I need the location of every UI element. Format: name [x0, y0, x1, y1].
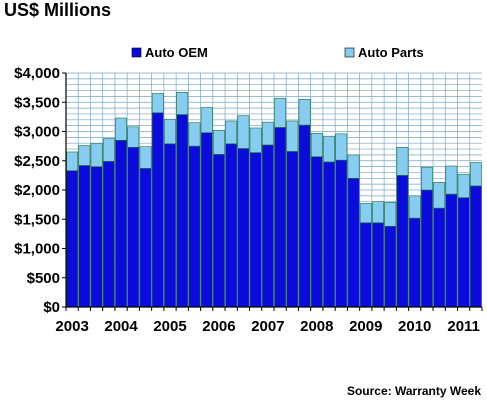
bar-auto-oem [115, 139, 127, 308]
bar-auto-parts [469, 162, 482, 187]
bar-auto-oem [323, 161, 335, 308]
bar-auto-oem [372, 222, 384, 308]
bar-auto-oem [286, 151, 299, 308]
bar-auto-oem [469, 185, 482, 308]
bar-auto-parts [78, 145, 91, 166]
bar-auto-oem [347, 178, 360, 308]
bar-auto-parts [151, 93, 164, 114]
bar-auto-parts [176, 92, 189, 115]
legend-swatch [131, 47, 142, 58]
bar-auto-parts [457, 173, 470, 198]
bar-auto-parts [102, 138, 115, 162]
y-tick-label: $3,000 [14, 124, 60, 141]
bar-auto-oem [457, 197, 470, 308]
bar-auto-parts [384, 201, 397, 227]
bar-auto-parts [225, 120, 238, 145]
bar-auto-parts [298, 99, 311, 126]
bar-auto-oem [335, 159, 348, 308]
bar-auto-parts [249, 127, 262, 153]
bar-auto-oem [78, 165, 91, 308]
bar-auto-oem [213, 154, 225, 308]
legend-label: Auto Parts [358, 45, 424, 60]
bar-auto-oem [225, 143, 238, 308]
bar-auto-parts [335, 133, 348, 161]
x-tick-label: 2009 [349, 318, 382, 335]
bar-auto-parts [347, 154, 360, 179]
x-tick-labels: 2003 2004 2005 2006 2007 2008 2009 2010 2011 [55, 318, 479, 335]
y-tick-label: $3,500 [14, 94, 60, 111]
bar-auto-parts [127, 126, 140, 148]
y-tick-label: $500 [27, 270, 60, 287]
y-tick-label: $1,500 [14, 211, 60, 228]
x-tick-label: 2010 [398, 318, 431, 335]
bar-auto-parts [372, 201, 384, 224]
bars [66, 92, 482, 308]
bar-auto-oem [200, 132, 213, 308]
bar-auto-parts [90, 142, 103, 167]
bar-auto-parts [396, 146, 409, 176]
y-tick-labels: $0 $500 $1,000 $1,500 $2,000 $2,500 $3,000 $3,5… [14, 65, 60, 316]
bar-auto-oem [237, 148, 250, 308]
y-tick-label: $2,500 [14, 153, 60, 170]
bar-auto-oem [90, 166, 103, 308]
bar-auto-parts [164, 118, 176, 145]
bar-auto-oem [102, 161, 115, 308]
x-tick-label: 2004 [104, 318, 138, 335]
bar-auto-oem [433, 207, 446, 308]
bar-auto-parts [261, 121, 274, 146]
y-tick-label: $4,000 [14, 65, 60, 82]
bar-auto-parts [433, 182, 446, 209]
bar-auto-oem [127, 146, 140, 308]
legend-swatch [344, 47, 355, 58]
bar-auto-oem [298, 124, 311, 308]
bar-auto-parts [445, 165, 458, 195]
bar-auto-parts [213, 130, 225, 155]
bar-auto-parts [274, 97, 287, 128]
bar-auto-oem [359, 222, 372, 308]
bar-auto-parts [359, 203, 372, 224]
source-note: Source: Warranty Week [346, 384, 481, 398]
bar-auto-oem [274, 127, 287, 308]
bar-auto-oem [396, 175, 409, 308]
bar-auto-oem [164, 143, 176, 308]
x-tick-label: 2006 [202, 318, 235, 335]
bar-auto-oem [176, 114, 189, 308]
bar-auto-parts [421, 166, 433, 191]
bar-auto-oem [408, 217, 421, 308]
legend: Auto OEM Auto Parts [131, 45, 424, 60]
bar-auto-oem [151, 112, 164, 308]
bar-auto-parts [237, 115, 250, 149]
x-tick-label: 2008 [300, 318, 333, 335]
bar-auto-parts [115, 117, 127, 141]
bar-auto-parts [323, 135, 335, 163]
legend-label: Auto OEM [145, 45, 208, 60]
y-tick-label: $0 [43, 299, 60, 316]
bar-auto-oem [421, 189, 433, 308]
bar-auto-parts [200, 107, 213, 133]
bar-auto-oem [188, 145, 201, 308]
bar-auto-oem [384, 225, 397, 308]
bar-auto-oem [66, 170, 79, 308]
x-tick-label: 2003 [55, 318, 88, 335]
bar-auto-parts [310, 132, 323, 157]
bar-auto-oem [445, 193, 458, 308]
bar-auto-parts [408, 195, 421, 219]
axes [62, 72, 483, 311]
chart-title: US$ Millions [4, 0, 112, 20]
bar-auto-oem [261, 144, 274, 308]
bar-auto-parts [286, 120, 299, 152]
bar-auto-parts [66, 151, 79, 171]
y-tick-label: $2,000 [14, 182, 60, 199]
x-tick-label: 2007 [251, 318, 284, 335]
x-tick-label: 2005 [153, 318, 186, 335]
x-tick-label: 2011 [447, 318, 480, 335]
bar-auto-parts [139, 146, 152, 169]
bar-auto-parts [188, 122, 201, 147]
bar-auto-oem [310, 156, 323, 308]
bar-auto-oem [249, 152, 262, 308]
y-tick-label: $1,000 [14, 241, 60, 258]
bar-auto-oem [139, 168, 152, 308]
